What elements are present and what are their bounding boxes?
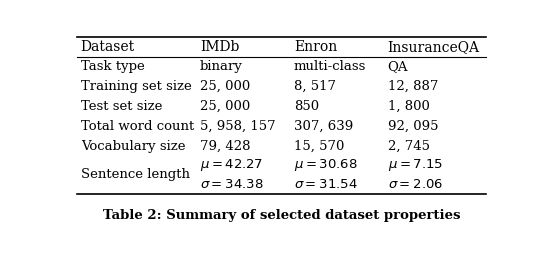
Text: Table 2: Summary of selected dataset properties: Table 2: Summary of selected dataset pro…: [103, 209, 461, 222]
Text: $\sigma = 2.06$: $\sigma = 2.06$: [388, 178, 443, 191]
Text: QA: QA: [388, 60, 408, 73]
Text: multi-class: multi-class: [294, 60, 366, 73]
Text: Enron: Enron: [294, 40, 337, 54]
Text: 12, 887: 12, 887: [388, 80, 438, 93]
Text: $\mu = 30.68$: $\mu = 30.68$: [294, 157, 358, 173]
Text: InsuranceQA: InsuranceQA: [388, 40, 480, 54]
Text: Dataset: Dataset: [81, 40, 135, 54]
Text: Test set size: Test set size: [81, 100, 162, 113]
Text: 307, 639: 307, 639: [294, 120, 353, 133]
Text: 79, 428: 79, 428: [200, 140, 251, 153]
Text: $\mu = 7.15$: $\mu = 7.15$: [388, 157, 443, 173]
Text: 850: 850: [294, 100, 319, 113]
Text: IMDb: IMDb: [200, 40, 239, 54]
Text: binary: binary: [200, 60, 243, 73]
Text: Task type: Task type: [81, 60, 145, 73]
Text: Sentence length: Sentence length: [81, 168, 190, 181]
Text: 8, 517: 8, 517: [294, 80, 336, 93]
Text: Training set size: Training set size: [81, 80, 191, 93]
Text: 25, 000: 25, 000: [200, 80, 250, 93]
Text: Total word count: Total word count: [81, 120, 194, 133]
Text: $\sigma = 34.38$: $\sigma = 34.38$: [200, 178, 263, 191]
Text: 15, 570: 15, 570: [294, 140, 344, 153]
Text: 25, 000: 25, 000: [200, 100, 250, 113]
Text: 92, 095: 92, 095: [388, 120, 438, 133]
Text: 1, 800: 1, 800: [388, 100, 430, 113]
Text: $\mu = 42.27$: $\mu = 42.27$: [200, 157, 263, 173]
Text: $\sigma = 31.54$: $\sigma = 31.54$: [294, 178, 358, 191]
Text: 5, 958, 157: 5, 958, 157: [200, 120, 276, 133]
Text: 2, 745: 2, 745: [388, 140, 430, 153]
Text: Vocabulary size: Vocabulary size: [81, 140, 185, 153]
